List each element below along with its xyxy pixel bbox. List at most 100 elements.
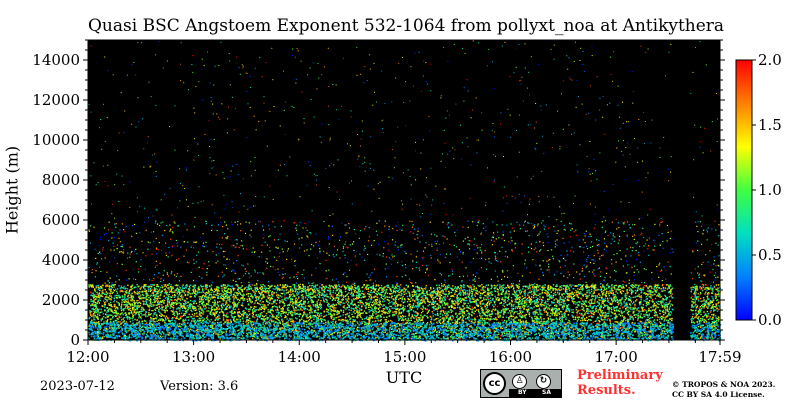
field-cell: [299, 301, 301, 303]
field-cell: [160, 292, 163, 294]
field-cell: [541, 292, 543, 294]
field-cell: [131, 292, 133, 295]
field-cell: [573, 291, 576, 294]
field-cell: [124, 299, 126, 301]
field-cell: [222, 304, 224, 306]
field-cell: [142, 300, 144, 302]
field-cell: [485, 298, 487, 300]
field-cell: [445, 297, 447, 299]
field-cell: [432, 303, 434, 305]
field-cell: [638, 293, 640, 296]
field-cell: [561, 293, 563, 295]
field-cell: [358, 296, 360, 298]
field-cell: [357, 322, 359, 324]
field-cell: [371, 316, 373, 318]
field-cell: [307, 316, 309, 319]
field-cell: [357, 296, 359, 298]
field-cell: [351, 313, 353, 315]
field-cell: [170, 303, 172, 306]
field-cell: [329, 292, 331, 294]
field-cell: [163, 333, 165, 335]
field-cell: [203, 329, 205, 331]
field-cell: [717, 328, 719, 331]
field-cell: [310, 310, 312, 312]
field-cell: [562, 316, 564, 319]
field-cell: [344, 290, 347, 293]
field-cell: [197, 305, 199, 307]
field-cell: [313, 318, 315, 320]
field-cell: [271, 320, 274, 323]
field-cell: [110, 318, 113, 320]
field-cell: [253, 307, 255, 310]
field-cell: [184, 286, 186, 289]
field-cell: [472, 284, 474, 286]
field-cell: [302, 315, 304, 317]
field-cell: [214, 323, 216, 325]
field-cell: [416, 298, 418, 300]
field-cell: [271, 313, 273, 315]
field-cell: [379, 294, 381, 296]
field-cell: [511, 327, 513, 329]
field-cell: [413, 300, 416, 302]
field-cell: [360, 303, 362, 305]
field-cell: [469, 287, 471, 289]
field-cell: [172, 302, 175, 304]
field-cell: [383, 289, 385, 292]
field-cell: [590, 300, 593, 302]
field-cell: [375, 336, 377, 339]
field-cell: [666, 288, 669, 290]
field-cell: [310, 330, 312, 332]
field-cell: [419, 305, 421, 307]
field-cell: [707, 315, 709, 317]
field-cell: [313, 330, 316, 332]
field-cell: [185, 312, 187, 314]
field-cell: [226, 294, 228, 296]
field-cell: [280, 313, 282, 315]
field-cell: [577, 310, 579, 313]
field-cell: [447, 326, 449, 328]
field-cell: [420, 293, 423, 295]
field-cell: [381, 310, 383, 312]
field-cell: [214, 288, 216, 290]
field-cell: [358, 293, 360, 295]
field-cell: [105, 296, 107, 298]
field-cell: [547, 326, 550, 329]
field-cell: [408, 292, 410, 294]
field-cell: [413, 293, 416, 296]
field-cell: [111, 309, 113, 311]
field-cell: [102, 295, 104, 298]
field-cell: [545, 292, 547, 294]
field-cell: [442, 289, 444, 291]
field-cell: [564, 315, 566, 317]
field-cell: [591, 316, 593, 318]
field-cell: [564, 331, 566, 333]
field-cell: [616, 309, 618, 311]
field-cell: [588, 292, 590, 294]
field-cell: [375, 310, 377, 313]
field-cell: [591, 312, 593, 315]
field-cell: [322, 294, 324, 296]
field-cell: [615, 316, 617, 318]
field-cell: [213, 331, 216, 333]
field-cell: [439, 319, 442, 321]
field-cell: [150, 305, 152, 307]
field-cell: [652, 294, 654, 296]
field-cell: [636, 309, 638, 311]
field-cell: [459, 316, 462, 318]
field-cell: [207, 328, 209, 330]
field-cell: [586, 286, 589, 289]
field-cell: [569, 294, 571, 296]
field-cell: [277, 325, 280, 327]
field-cell: [172, 309, 174, 311]
field-cell: [135, 311, 137, 313]
field-cell: [115, 314, 117, 317]
field-cell: [155, 313, 157, 316]
field-cell: [207, 310, 210, 312]
field-cell: [670, 291, 672, 293]
field-cell: [138, 292, 141, 295]
field-cell: [294, 290, 296, 293]
field-cell: [566, 306, 569, 308]
field-cell: [332, 307, 334, 309]
field-cell: [252, 311, 254, 314]
field-cell: [604, 311, 607, 314]
